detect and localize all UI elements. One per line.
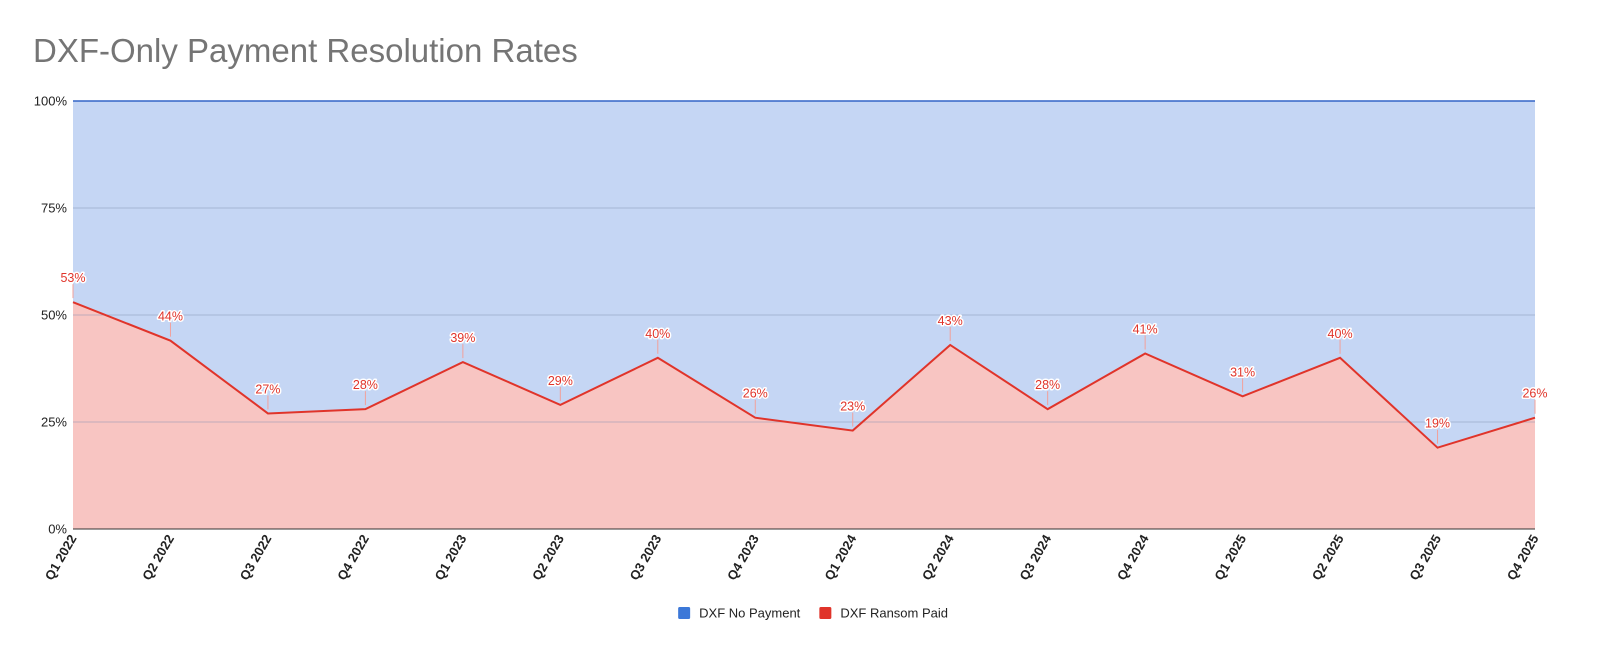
legend: DXF No Payment DXF Ransom Paid: [678, 606, 948, 621]
legend-label: DXF Ransom Paid: [840, 606, 948, 621]
x-tick-label: Q3 2022: [237, 532, 275, 583]
x-tick-label: Q2 2024: [919, 531, 957, 582]
data-label: 39%: [450, 331, 475, 345]
x-tick-label: Q2 2023: [529, 532, 567, 583]
data-label: 29%: [548, 374, 573, 388]
area-ransom-paid: [73, 302, 1535, 529]
data-label: 28%: [1035, 378, 1060, 392]
data-label: 27%: [255, 382, 280, 396]
data-labels: 53% 44% 27% 28% 39% 29% 40% 26% 23% 43% 28% 41% 31% 4…: [59, 270, 1549, 444]
data-label: 53%: [60, 271, 85, 285]
area-no-payment: [73, 101, 1535, 448]
data-label: 26%: [743, 387, 768, 401]
y-tick-label: 25%: [41, 415, 67, 430]
data-label: 26%: [1522, 387, 1547, 401]
legend-swatch: [678, 607, 691, 619]
data-label: 40%: [1328, 327, 1353, 341]
series-lines: [72, 100, 1536, 449]
legend-swatch: [819, 607, 832, 619]
line-ransom-paid: [72, 301, 1536, 449]
x-tick-label: Q3 2023: [626, 532, 664, 583]
data-label: 44%: [158, 310, 183, 324]
x-tick-label: Q3 2025: [1406, 532, 1444, 583]
x-tick-label: Q1 2024: [821, 531, 859, 582]
x-tick-label: Q4 2024: [1114, 531, 1152, 582]
x-tick-label: Q3 2024: [1016, 531, 1054, 582]
data-label: 19%: [1425, 417, 1450, 431]
x-tick-label: Q2 2025: [1309, 532, 1347, 583]
areas-layer: [73, 101, 1535, 529]
y-tick-label: 50%: [41, 308, 67, 323]
data-label: 31%: [1230, 365, 1255, 379]
x-tick-label: Q4 2022: [334, 532, 372, 583]
data-label: 43%: [938, 314, 963, 328]
data-label: 28%: [353, 378, 378, 392]
x-tick-label: Q1 2023: [432, 532, 470, 583]
y-tick-label: 0%: [48, 522, 67, 537]
x-tick-label: Q1 2022: [42, 532, 80, 583]
x-tick-label: Q4 2023: [724, 532, 762, 583]
data-label: 41%: [1133, 323, 1158, 337]
y-tick-label: 75%: [41, 201, 67, 216]
data-label: 40%: [645, 327, 670, 341]
x-tick-label: Q1 2025: [1211, 532, 1249, 583]
legend-item: DXF Ransom Paid: [819, 606, 948, 621]
gridlines: [73, 207, 1535, 423]
data-label: 23%: [840, 400, 865, 414]
y-tick-label: 100%: [34, 94, 68, 109]
x-tick-label: Q4 2025: [1504, 532, 1542, 583]
legend-label: DXF No Payment: [699, 606, 801, 621]
chart-title: DXF-Only Payment Resolution Rates: [33, 32, 578, 69]
legend-item: DXF No Payment: [678, 606, 801, 621]
x-tick-label: Q2 2022: [139, 532, 177, 583]
